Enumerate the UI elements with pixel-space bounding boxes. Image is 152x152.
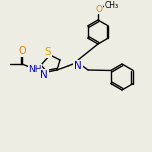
Text: O: O: [18, 46, 26, 56]
Text: N: N: [40, 70, 48, 80]
Text: NH: NH: [28, 64, 42, 74]
Text: CH₃: CH₃: [105, 2, 119, 10]
Text: N: N: [74, 61, 82, 71]
Text: O: O: [95, 5, 102, 14]
Text: S: S: [45, 47, 51, 57]
